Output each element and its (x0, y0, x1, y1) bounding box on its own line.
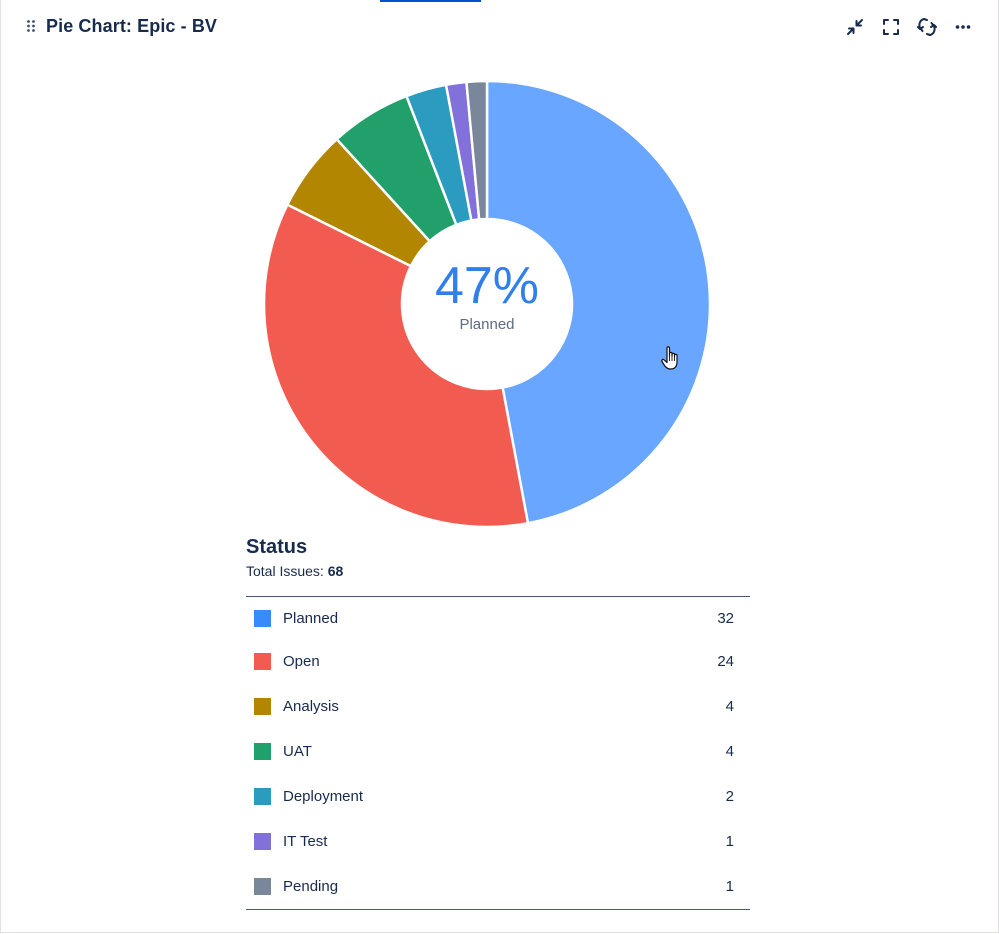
hand-cursor-icon (660, 344, 684, 377)
legend-heading: Status (246, 536, 308, 558)
refresh-icon[interactable] (915, 14, 939, 40)
legend-swatch (254, 878, 271, 895)
legend-swatch (254, 743, 271, 760)
legend-swatch (254, 788, 271, 805)
legend-count: 24 (717, 653, 734, 670)
pie-slice-pending[interactable] (465, 79, 489, 221)
legend-row[interactable]: Planned 32 (246, 597, 750, 639)
legend-swatch (254, 609, 271, 627)
minimize-icon[interactable] (843, 14, 867, 40)
fullscreen-icon[interactable] (879, 14, 903, 40)
legend-count: 4 (725, 743, 734, 760)
legend-label: UAT (283, 743, 312, 760)
pie-slice-open[interactable] (262, 202, 530, 529)
active-tab-indicator (380, 0, 481, 2)
legend-label: Analysis (283, 698, 339, 715)
legend-label: Open (283, 653, 320, 670)
legend-label: IT Test (283, 833, 328, 850)
legend-count: 1 (725, 833, 734, 850)
legend-label: Planned (283, 609, 339, 627)
legend-row[interactable]: Analysis 4 (246, 684, 750, 729)
center-category: Planned (459, 316, 515, 333)
more-icon[interactable] (951, 14, 975, 40)
legend-row[interactable]: IT Test 1 (246, 819, 750, 864)
legend-swatch (254, 653, 271, 670)
total-issues-value: 68 (327, 563, 344, 579)
legend-row[interactable]: UAT 4 (246, 729, 750, 774)
total-issues-label: Total Issues: (246, 563, 324, 579)
center-percent: 47% (434, 257, 540, 315)
legend-count: 1 (725, 878, 734, 895)
legend-row[interactable]: Pending 1 (246, 864, 750, 909)
donut-center-label: 47% Planned (402, 260, 572, 333)
drag-handle-icon[interactable] (24, 14, 38, 38)
legend-label: Deployment (283, 788, 364, 805)
legend-label: Pending (283, 878, 339, 895)
legend-row[interactable]: Deployment 2 (246, 774, 750, 819)
legend-row[interactable]: Open 24 (246, 639, 750, 684)
legend-table: Planned 32 Open 24 Analysis 4 UAT 4 Deployment 2 I… (246, 596, 750, 910)
pie-slice-planned[interactable] (485, 79, 712, 525)
donut-chart (262, 79, 712, 529)
legend-count: 4 (725, 698, 734, 715)
legend-count: 32 (717, 609, 734, 627)
legend-swatch (254, 833, 271, 850)
legend-count: 2 (725, 788, 734, 805)
legend-swatch (254, 698, 271, 715)
gadget-header: Pie Chart: Epic - BV (24, 14, 217, 38)
gadget-actions (843, 14, 975, 40)
gadget-title: Pie Chart: Epic - BV (46, 15, 218, 36)
total-issues: Total Issues: 68 (246, 563, 750, 579)
status-legend: Status Total Issues: 68 Planned 32 Open 24 A… (246, 536, 750, 910)
